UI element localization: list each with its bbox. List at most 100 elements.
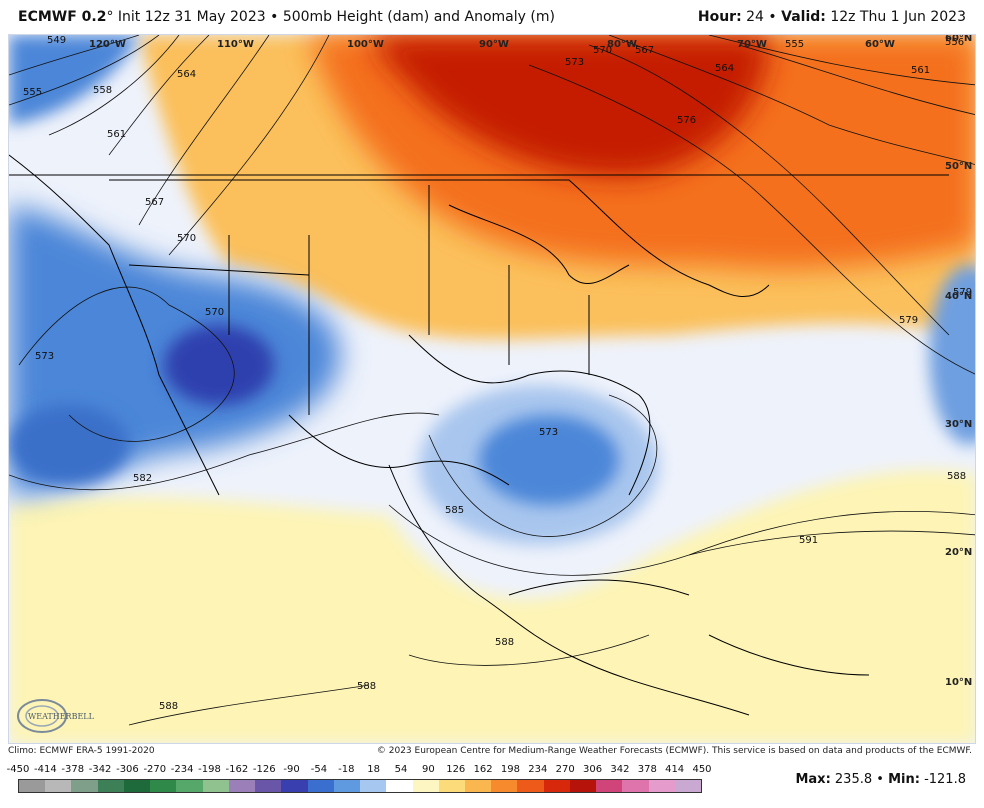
legend-tick: 18 bbox=[367, 764, 381, 775]
header-bar: ECMWF 0.2° Init 12z 31 May 2023 • 500mb … bbox=[0, 0, 984, 34]
legend-tick: -126 bbox=[252, 764, 276, 775]
contour-label: 555 bbox=[23, 87, 42, 98]
contour-label: 564 bbox=[715, 63, 734, 74]
contour-label: 573 bbox=[539, 427, 558, 438]
legend-tick: 162 bbox=[473, 764, 493, 775]
legend-tick: -270 bbox=[143, 764, 167, 775]
contour-label: 573 bbox=[35, 351, 54, 362]
legend-swatch bbox=[202, 780, 229, 792]
legend-tick: 126 bbox=[446, 764, 466, 775]
logo-text: WEATHERBELL bbox=[28, 712, 95, 721]
latitude-label: 10°N bbox=[945, 677, 972, 688]
anomaly-legend: -450 -414 -378 -342 -306 -270 -234 -198 -162 -126… bbox=[7, 764, 712, 796]
valid-value: 12z Thu 1 Jun 2023 bbox=[830, 9, 966, 25]
legend-swatch bbox=[281, 780, 308, 792]
legend-swatch bbox=[19, 780, 46, 792]
latitude-label: 20°N bbox=[945, 547, 972, 558]
legend-tick: 414 bbox=[665, 764, 685, 775]
legend-tick: -342 bbox=[88, 764, 112, 775]
longitude-label: 70°W bbox=[737, 39, 767, 50]
longitude-label: 80°W bbox=[607, 39, 637, 50]
legend-swatch bbox=[45, 780, 72, 792]
contour-label: 567 bbox=[635, 45, 654, 56]
latitude-label: 30°N bbox=[945, 419, 972, 430]
min-label: Min: bbox=[888, 772, 920, 787]
legend-tick: -414 bbox=[34, 764, 57, 775]
legend-tick: -450 bbox=[6, 764, 30, 775]
legend-tick: 306 bbox=[583, 764, 603, 775]
legend-tick: 198 bbox=[500, 764, 521, 775]
political-boundaries bbox=[9, 154, 949, 716]
contour-label: 561 bbox=[107, 129, 126, 140]
contour-label: 591 bbox=[799, 535, 818, 546]
height-contours bbox=[9, 35, 975, 726]
separator: • bbox=[768, 9, 777, 25]
init-time: Init 12z 31 May 2023 bbox=[117, 9, 266, 25]
contour-label: 576 bbox=[677, 115, 696, 126]
hour-label: Hour: bbox=[697, 9, 742, 25]
legend-tick: 450 bbox=[692, 764, 712, 775]
legend-swatch bbox=[491, 780, 518, 792]
legend-swatch bbox=[596, 780, 623, 792]
contour-label: 570 bbox=[205, 307, 224, 318]
latitude-label: 60°N bbox=[945, 35, 972, 44]
contour-labels: 549 555 558 561 564 567 570 570 573 573 … bbox=[23, 35, 972, 712]
latitude-label: 50°N bbox=[945, 161, 972, 172]
legend-tick: -234 bbox=[170, 764, 194, 775]
copyright-note: © 2023 European Centre for Medium-Range … bbox=[376, 746, 972, 756]
legend-swatch bbox=[569, 780, 597, 792]
legend-swatch bbox=[360, 780, 387, 792]
legend-swatch bbox=[71, 780, 98, 792]
max-label: Max: bbox=[795, 772, 831, 787]
legend-tick: 378 bbox=[637, 764, 657, 775]
contour-label: 585 bbox=[445, 505, 464, 516]
legend-tick: -18 bbox=[338, 764, 355, 775]
legend-tick: -378 bbox=[61, 764, 85, 775]
contour-label: 555 bbox=[785, 39, 804, 50]
contour-label: 579 bbox=[899, 315, 918, 326]
legend-tick: -54 bbox=[310, 764, 328, 775]
legend-tick: -162 bbox=[225, 764, 249, 775]
legend-tick: 270 bbox=[555, 764, 575, 775]
degree-symbol: ° bbox=[106, 9, 114, 25]
contour-label: 573 bbox=[565, 57, 584, 68]
title-right: Hour: 24 • Valid: 12z Thu 1 Jun 2023 bbox=[698, 0, 966, 34]
legend-swatch bbox=[464, 780, 492, 792]
max-value: 235.8 bbox=[834, 772, 873, 787]
legend-tick: -306 bbox=[116, 764, 139, 775]
hour-value: 24 bbox=[746, 9, 764, 25]
contour-label: 558 bbox=[93, 85, 112, 96]
contour-label: 561 bbox=[911, 65, 930, 76]
field-name: 500mb Height (dam) and Anomaly (m) bbox=[282, 9, 555, 25]
valid-label: Valid: bbox=[781, 9, 826, 25]
contour-label: 564 bbox=[177, 69, 196, 80]
longitude-label: 60°W bbox=[865, 39, 895, 50]
contour-label: 588 bbox=[357, 681, 376, 692]
anomaly-shading bbox=[9, 35, 975, 743]
contour-label: 588 bbox=[159, 701, 178, 712]
legend-swatch bbox=[517, 780, 544, 792]
contour-label: 570 bbox=[177, 233, 196, 244]
forecast-map: 549 555 558 561 564 567 570 570 573 573 … bbox=[8, 34, 976, 744]
contour-label: 579 bbox=[953, 287, 972, 298]
longitude-label: 110°W bbox=[217, 39, 254, 50]
legend-swatch bbox=[123, 780, 151, 792]
separator: • bbox=[876, 772, 884, 787]
longitude-label: 100°W bbox=[347, 39, 384, 50]
title-left: ECMWF 0.2° Init 12z 31 May 2023 • 500mb … bbox=[18, 0, 555, 34]
logo-swirl-icon: WEATHERBELL bbox=[17, 699, 95, 733]
latitude-label: 40°N bbox=[945, 291, 972, 302]
legend-swatch bbox=[674, 780, 702, 792]
legend-tick: -198 bbox=[198, 764, 221, 775]
contour-label: 556 bbox=[945, 37, 964, 48]
legend-swatch bbox=[648, 780, 675, 792]
legend-tick: -90 bbox=[283, 764, 300, 775]
longitude-label: 90°W bbox=[479, 39, 509, 50]
legend-swatch bbox=[412, 780, 439, 792]
contour-label: 588 bbox=[947, 471, 966, 482]
min-value: -121.8 bbox=[924, 772, 966, 787]
contour-label: 588 bbox=[495, 637, 514, 648]
legend-swatch bbox=[97, 780, 124, 792]
legend-color-bar bbox=[18, 779, 702, 793]
legend-swatch bbox=[228, 780, 256, 792]
